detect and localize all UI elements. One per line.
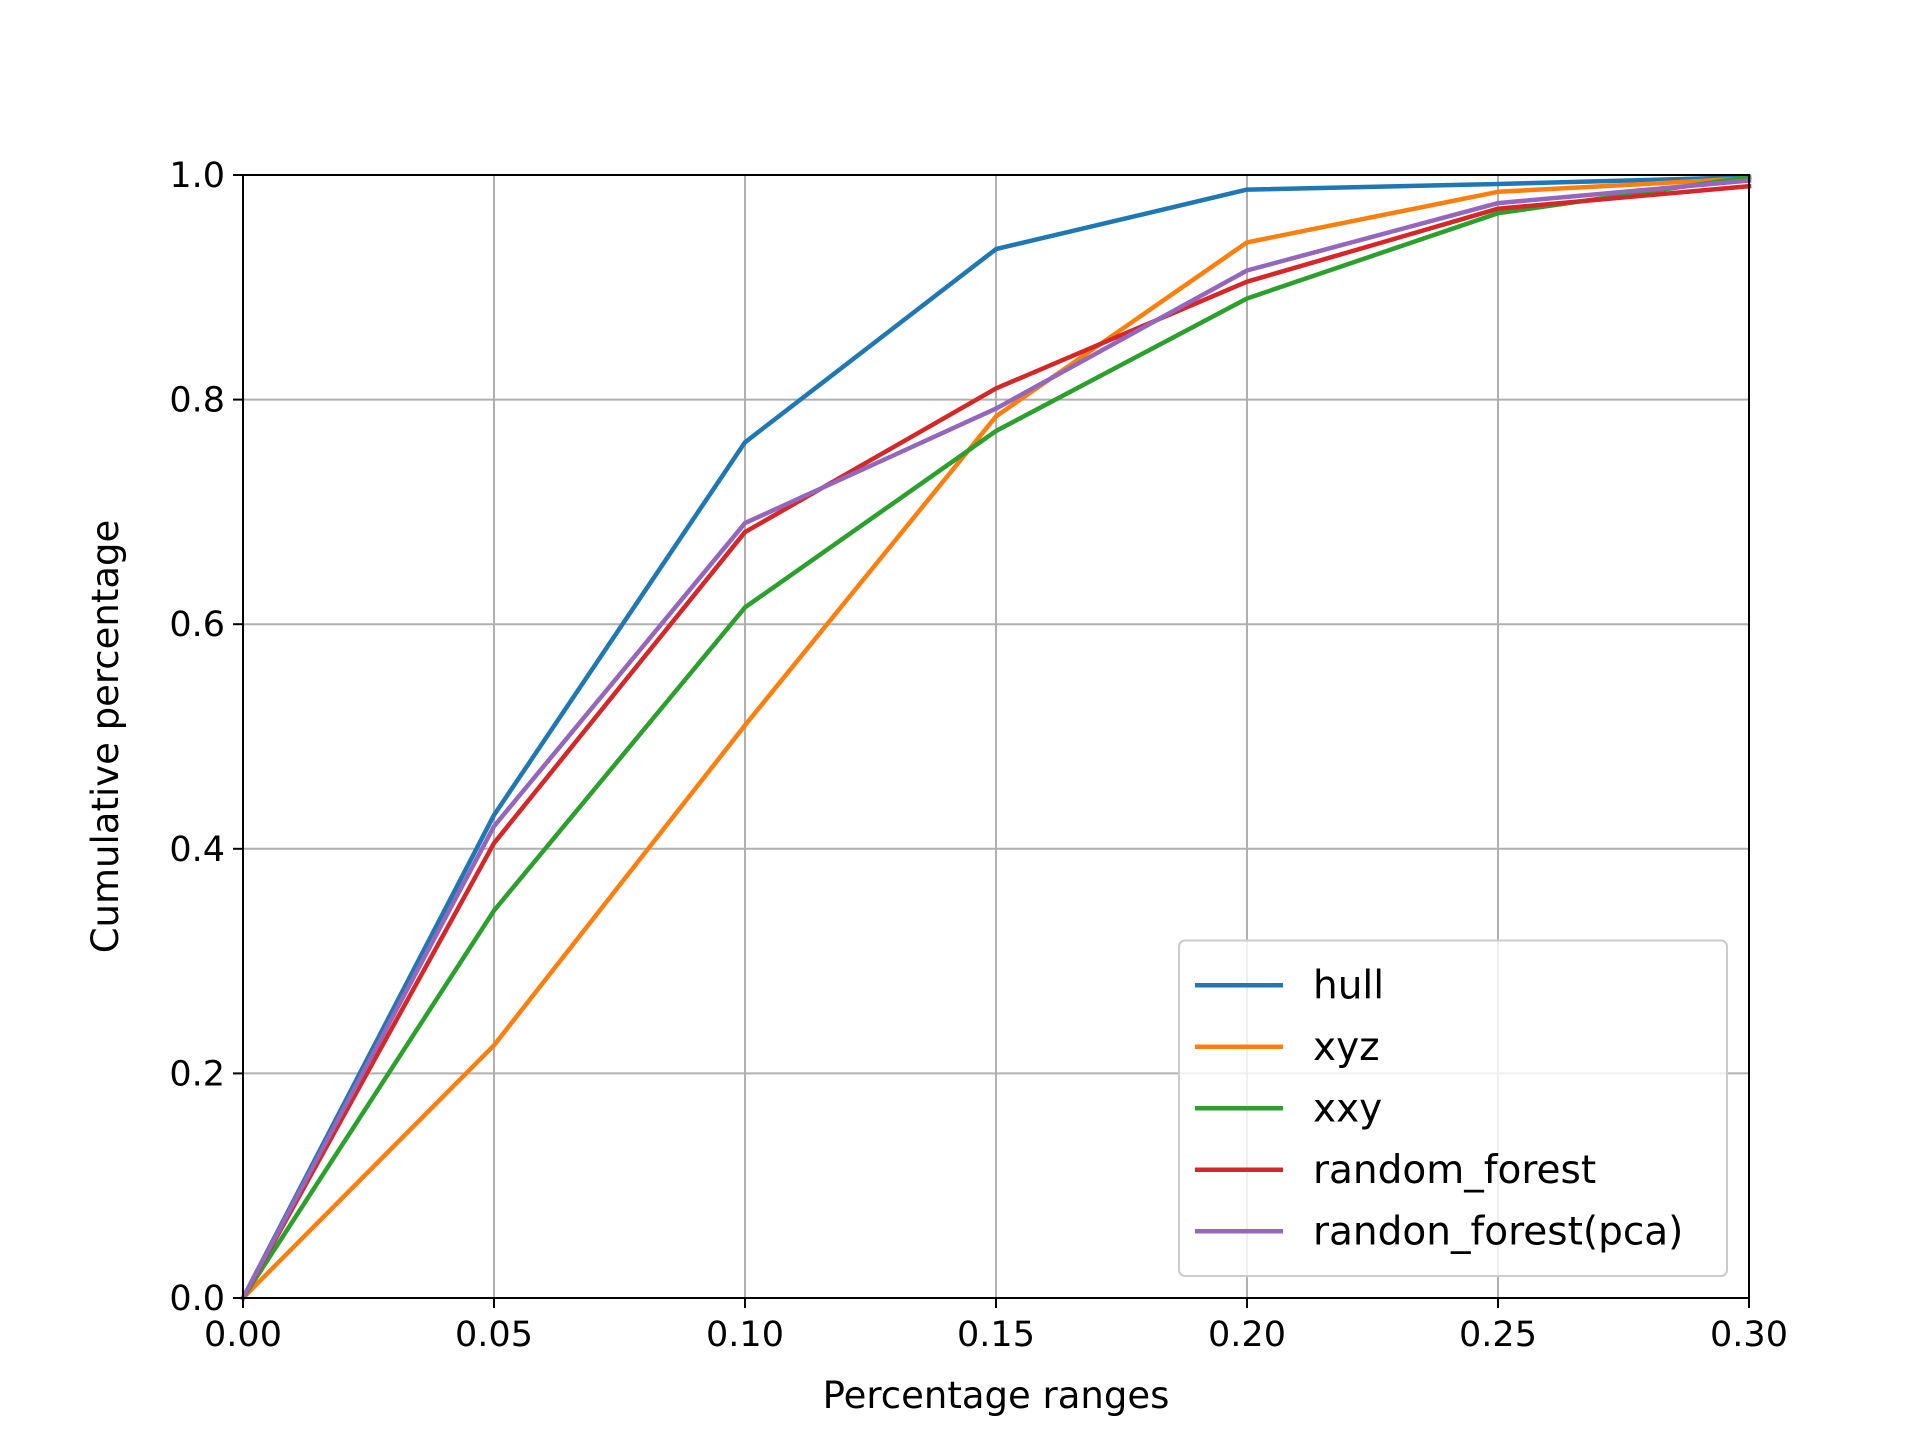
x-axis-label: Percentage ranges [823, 1374, 1170, 1417]
y-axis-label: Cumulative percentage [84, 520, 127, 954]
y-tick-label: 0.8 [169, 381, 225, 421]
x-tick-label: 0.00 [204, 1315, 282, 1355]
series-line-randon-forest-pca [239, 178, 1752, 1302]
axis-ticks: 0.00 0.05 0.10 0.15 0.20 0.25 0.30 0.0 0.2 0.4 0.6… [169, 156, 1788, 1355]
x-tick-label: 0.10 [706, 1315, 784, 1355]
legend-item: random_forest [1195, 1148, 1596, 1193]
y-tick-label: 0.4 [169, 830, 225, 870]
series-line-xxy [239, 174, 1752, 1302]
legend-label: hull [1313, 963, 1384, 1008]
legend-label: random_forest [1313, 1148, 1596, 1193]
legend-label: xxy [1313, 1086, 1382, 1131]
x-tick-label: 0.25 [1459, 1315, 1537, 1355]
series-line-xyz [239, 176, 1752, 1302]
x-tick-label: 0.30 [1710, 1315, 1788, 1355]
legend-item: xxy [1195, 1086, 1382, 1131]
y-tick-label: 0.6 [169, 605, 225, 645]
x-tick-label: 0.20 [1208, 1315, 1286, 1355]
legend-item: randon_forest(pca) [1195, 1209, 1683, 1254]
legend-label: xyz [1313, 1025, 1380, 1070]
legend-box [1178, 939, 1728, 1277]
legend-item: xyz [1195, 1025, 1380, 1070]
x-tick-label: 0.15 [957, 1315, 1035, 1355]
series-line-random-forest [239, 183, 1752, 1302]
y-tick-label: 0.2 [169, 1054, 225, 1094]
legend: hull xyz xxy random_forest randon_forest(pca… [1178, 939, 1728, 1277]
y-tick-label: 1.0 [169, 156, 225, 196]
y-tick-label: 0.0 [169, 1279, 225, 1319]
legend-item: hull [1195, 963, 1384, 1008]
series-line-hull [239, 174, 1752, 1302]
legend-label: randon_forest(pca) [1313, 1209, 1683, 1254]
x-tick-label: 0.05 [455, 1315, 533, 1355]
plot-lines [239, 174, 1752, 1302]
